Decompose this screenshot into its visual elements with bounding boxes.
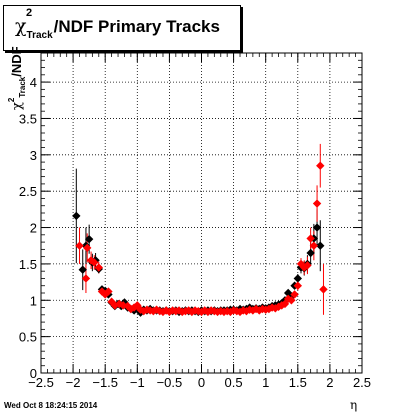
- y-tick-label: 0: [30, 366, 37, 381]
- y-tick-label: 0.5: [19, 330, 37, 345]
- x-tick-label: −0.5: [157, 375, 183, 390]
- x-tick-label: −2.5: [28, 375, 54, 390]
- data-point: [84, 234, 94, 244]
- data-point: [306, 234, 315, 243]
- data-point: [152, 305, 161, 314]
- title-superscript: 2: [26, 7, 33, 19]
- data-point: [81, 274, 91, 283]
- y-tick-label: 3: [30, 148, 37, 163]
- data-point: [312, 199, 322, 208]
- data-point: [115, 299, 124, 309]
- data-point: [197, 307, 206, 317]
- x-tick-label: 2: [326, 375, 333, 390]
- data-point: [319, 285, 328, 294]
- x-tick-label: −1: [130, 375, 145, 390]
- data-markers: [72, 161, 328, 317]
- x-tick-label: 0.5: [225, 375, 243, 390]
- x-tick-label: −1.5: [92, 375, 118, 390]
- x-tick-label: −2: [66, 375, 81, 390]
- data-point: [316, 161, 325, 170]
- data-point: [290, 290, 299, 299]
- y-tick-label: 2: [30, 221, 37, 236]
- data-point: [306, 248, 315, 258]
- title-chi-symbol: χ: [15, 15, 27, 37]
- data-point: [104, 287, 113, 296]
- data-point: [75, 241, 84, 250]
- data-point: [287, 296, 296, 305]
- datestamp: Wed Oct 8 18:24:15 2014: [4, 401, 98, 410]
- x-tick-label: 2.5: [353, 375, 371, 390]
- x-tick-label: 0: [198, 375, 205, 390]
- data-point: [242, 306, 251, 316]
- y-tick-label: 1.5: [19, 257, 37, 272]
- ylabel-chi-symbol: χ: [10, 102, 25, 110]
- x-tick-label: 1: [262, 375, 269, 390]
- y-axis-label: χ2Track/NDF: [7, 46, 27, 110]
- y-tick-label: 2.5: [19, 184, 37, 199]
- data-point: [94, 263, 103, 272]
- y-tick-label: 3.5: [19, 111, 37, 126]
- data-point: [293, 274, 302, 283]
- y-tick-label: 4: [30, 75, 37, 90]
- ylabel-subscript: Track: [18, 76, 27, 98]
- data-point: [312, 223, 322, 232]
- y-tick-label: 1: [30, 293, 37, 308]
- data-point: [309, 241, 319, 250]
- data-point: [83, 243, 92, 253]
- x-axis-label: η: [350, 398, 358, 412]
- data-point: [101, 290, 110, 299]
- data-point: [90, 258, 99, 267]
- data-point: [72, 211, 81, 221]
- axis-ticks: [40, 52, 363, 374]
- chart-title: χ 2 Track/NDF Primary Tracks: [15, 7, 220, 41]
- data-point: [78, 265, 87, 274]
- tick-labels: −2.5 −2 −1.5 −1 −0.5 0 0.5 1 1.5 2 2.5 0 0.5 1 1.5 2 2.5…: [19, 75, 371, 390]
- title-subscript: Track: [26, 30, 53, 41]
- data-point: [97, 287, 107, 296]
- ylabel-superscript: 2: [7, 97, 16, 103]
- data-point: [139, 306, 148, 316]
- chart-title-box: χ 2 Track/NDF Primary Tracks: [3, 5, 241, 51]
- data-point: [293, 281, 302, 290]
- data-point: [316, 241, 325, 250]
- ylabel-rest: /NDF: [9, 46, 24, 77]
- data-point: [303, 261, 312, 270]
- x-tick-label: 1.5: [289, 375, 307, 390]
- title-main-text: /NDF Primary Tracks: [53, 17, 220, 36]
- grid-lines: [41, 53, 362, 373]
- error-bars: [75, 143, 324, 315]
